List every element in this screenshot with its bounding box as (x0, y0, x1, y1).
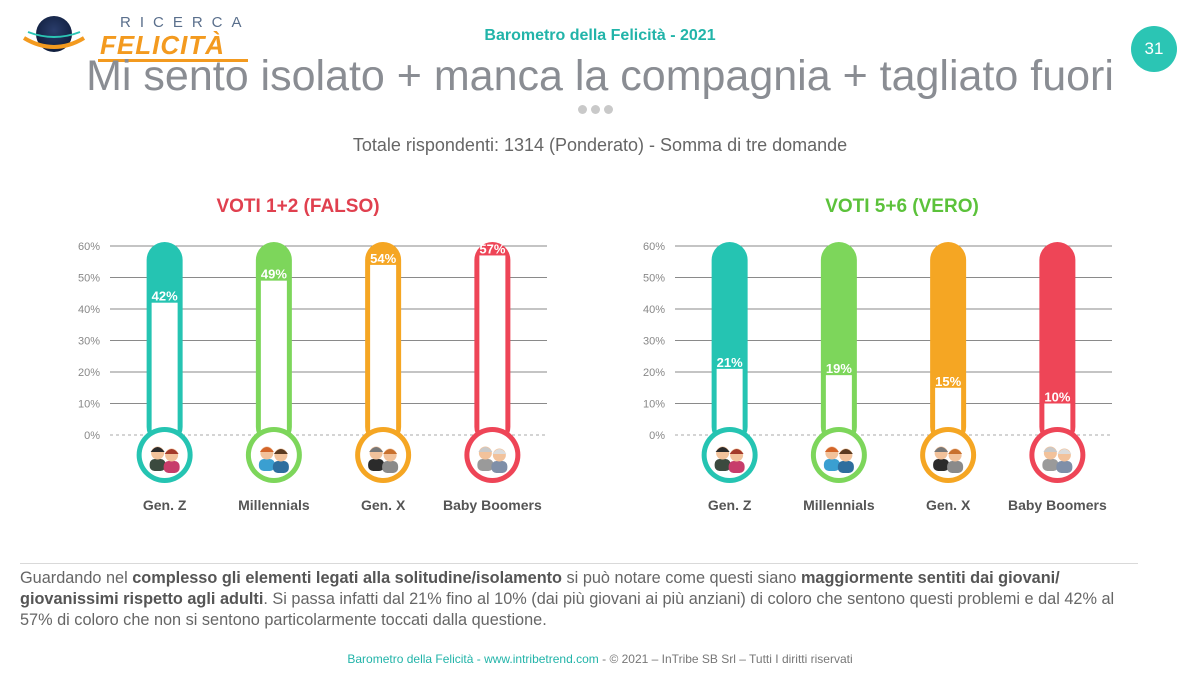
x-category-label: Baby Boomers (443, 497, 542, 513)
page-subtitle: Totale rispondenti: 1314 (Ponderato) - S… (352, 135, 848, 155)
chart-vero: 0% 10% 20% 30% 40% 50% 60% 21% Gen. Z 19% Millenni… (643, 241, 1112, 513)
description-bold-2: maggiormente sentiti dai giovani/ giovan… (20, 569, 1060, 608)
footer: Barometro della Felicità - www.intribetr… (0, 652, 1200, 666)
description-bold-1: complesso gli elementi legati alla solit… (132, 569, 563, 587)
x-category-label: Baby Boomers (1008, 497, 1107, 513)
footer-brand: Barometro della Felicità - www.intribetr… (347, 652, 599, 666)
data-label: 42% (152, 289, 178, 304)
y-tick-label: 50% (78, 273, 100, 285)
people-avatar-icon (823, 446, 854, 473)
dots-divider (578, 101, 617, 119)
y-tick-label: 60% (78, 241, 100, 253)
data-label: 19% (826, 361, 852, 376)
page-title: Mi sento isolato + manca la compagnia + … (86, 52, 1114, 100)
people-avatar-icon (368, 446, 399, 473)
x-category-label: Millennials (238, 497, 310, 513)
page-number-badge: 31 (1131, 26, 1177, 72)
data-label: 15% (935, 374, 961, 389)
x-category-label: Gen. X (361, 497, 406, 513)
bar-gen-x (370, 264, 397, 445)
y-tick-label: 0% (649, 430, 665, 442)
y-tick-label: 60% (643, 241, 665, 253)
logo-top-text: RICERCA (120, 14, 251, 31)
people-avatar-icon (933, 446, 964, 473)
y-tick-label: 20% (643, 367, 665, 379)
chart-falso: 0% 10% 20% 30% 40% 50% 60% 42% Gen. Z 49% Millenni… (78, 241, 547, 513)
thermometer-tube (1039, 242, 1076, 445)
y-tick-label: 10% (78, 399, 100, 411)
footer-rights: - © 2021 – InTribe SB Srl – Tutti I diri… (598, 652, 853, 666)
chart-title-falso: VOTI 1+2 (FALSO) (216, 196, 380, 217)
y-tick-label: 10% (643, 399, 665, 411)
x-category-label: Millennials (803, 497, 875, 513)
divider (20, 563, 1138, 564)
people-avatar-icon (258, 446, 289, 473)
x-category-label: Gen. X (926, 497, 971, 513)
description-text: Guardando nel complesso gli elementi leg… (20, 569, 1115, 629)
logo-main-text: FELICITÀ (100, 30, 225, 60)
report-title: Barometro della Felicità - 2021 (484, 27, 716, 44)
y-tick-label: 30% (643, 336, 665, 348)
bar-baby-boomers (479, 255, 506, 445)
bar-millennials (260, 280, 287, 445)
y-tick-label: 40% (78, 304, 100, 316)
x-category-label: Gen. Z (708, 497, 752, 513)
bar-gen-z (151, 302, 178, 445)
y-tick-label: 20% (78, 367, 100, 379)
data-label: 21% (717, 355, 743, 370)
people-avatar-icon (477, 446, 508, 473)
data-label: 10% (1044, 390, 1070, 405)
data-label: 54% (370, 251, 396, 266)
logo-underline (98, 59, 248, 62)
x-category-label: Gen. Z (143, 497, 187, 513)
logo: RICERCA FELICITÀ (20, 12, 251, 62)
logo-globe-icon (22, 16, 86, 52)
people-avatar-icon (149, 446, 180, 473)
chart-title-vero: VOTI 5+6 (VERO) (825, 196, 979, 217)
y-tick-label: 0% (84, 430, 100, 442)
y-tick-label: 30% (78, 336, 100, 348)
y-tick-label: 40% (643, 304, 665, 316)
people-avatar-icon (1042, 446, 1073, 473)
data-label: 49% (261, 267, 287, 282)
y-tick-label: 50% (643, 273, 665, 285)
people-avatar-icon (714, 446, 745, 473)
data-label: 57% (479, 241, 505, 256)
